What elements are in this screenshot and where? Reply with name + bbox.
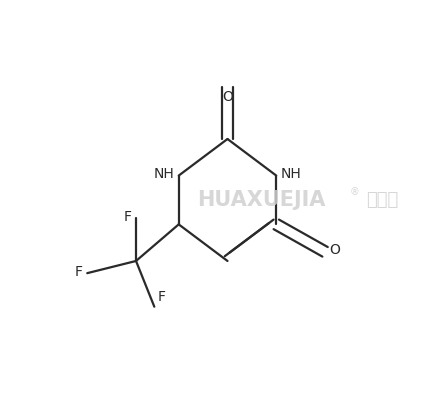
Text: 化学加: 化学加 [366,191,398,209]
Text: F: F [124,210,131,224]
Text: ®: ® [349,187,359,197]
Text: F: F [75,265,83,279]
Text: NH: NH [281,167,302,181]
Text: HUAXUEJIA: HUAXUEJIA [197,190,325,210]
Text: F: F [157,289,165,304]
Text: O: O [222,90,233,104]
Text: NH: NH [153,167,174,181]
Text: O: O [330,243,340,257]
